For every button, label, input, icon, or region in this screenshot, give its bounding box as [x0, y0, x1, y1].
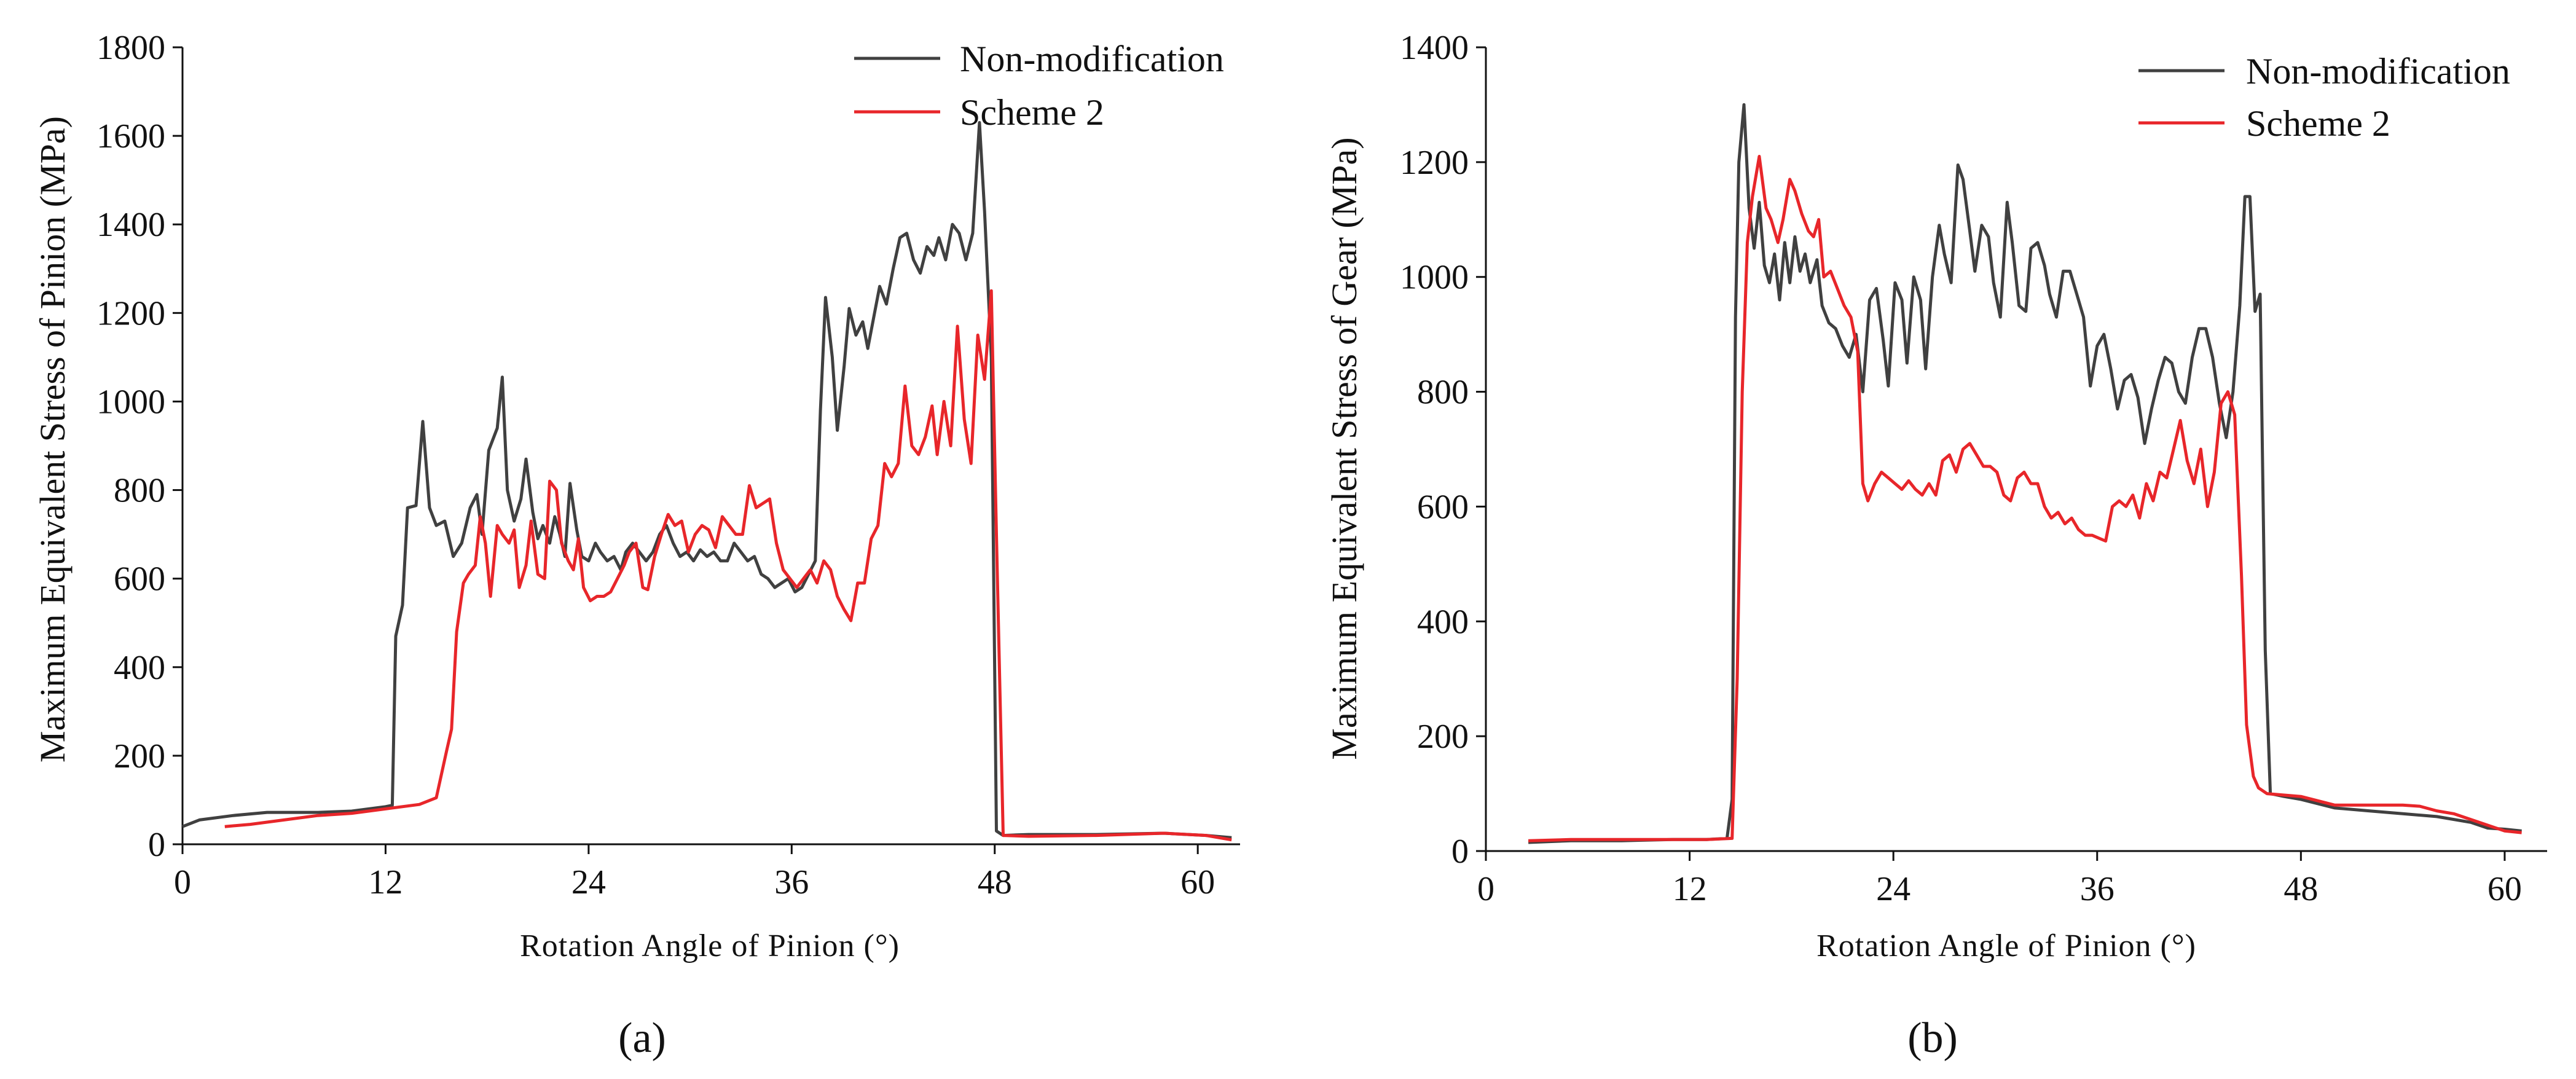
- panel-a-series-layer: [182, 121, 1232, 842]
- panel-b-x-tick-label: 24: [1876, 870, 1910, 908]
- panel-b-y-axis-title: Maximum Equivalent Stress of Gear (MPa): [1324, 137, 1364, 759]
- panel-b-x-tick-label: 36: [2080, 870, 2115, 908]
- panel-a-y-tick-label: 800: [114, 472, 165, 510]
- panel-b-x-tick-label: 0: [1477, 870, 1494, 908]
- panel-b-label: (b): [1907, 1014, 1958, 1062]
- panel-a-legend: Non-modification Scheme 2: [854, 39, 1224, 133]
- panel-b-y-tick-label: 1000: [1400, 259, 1469, 297]
- panel-b-legend-label-scheme-2: Scheme 2: [2246, 103, 2390, 144]
- panel-b-x-tick-label: 60: [2488, 870, 2522, 908]
- panel-a-x-tick-label: 36: [774, 863, 809, 901]
- panel-a-x-tick-label: 60: [1180, 863, 1215, 901]
- panel-b-legend-label-non-modification: Non-modification: [2246, 51, 2510, 92]
- panel-b-series-non-modification-line: [1528, 103, 2522, 844]
- panel-b-y-tick-label: 600: [1417, 488, 1469, 526]
- panel-b-x-axis-title: Rotation Angle of Pinion (°): [1816, 928, 2196, 963]
- panel-b-series-layer: [1528, 103, 2522, 844]
- panel-a-y-tick-label: 600: [114, 560, 165, 598]
- panel-b-y-tick-label: 1200: [1400, 144, 1469, 182]
- panel-a-x-axis-title: Rotation Angle of Pinion (°): [520, 928, 900, 963]
- panel-a-x-tick-label: 48: [978, 863, 1012, 901]
- panel-a-y-tick-label: 1200: [96, 294, 165, 332]
- panel-a-series-scheme-2-line: [224, 289, 1232, 842]
- panel-a-y-tick-label: 1800: [96, 29, 165, 67]
- panel-a-x-tick-label: 12: [368, 863, 402, 901]
- panel-a-y-tick-label: 200: [114, 737, 165, 775]
- panel-a-y-axis-title: Maximum Equivalent Stress of Pinion (MPa…: [33, 116, 73, 763]
- panel-a-axes: [181, 47, 1240, 846]
- panel-a-y-tick-label: 1400: [96, 206, 165, 244]
- panel-a-legend-label-scheme-2: Scheme 2: [960, 92, 1104, 133]
- panel-a-y-tick-label: 1600: [96, 117, 165, 155]
- panel-a-series-non-modification-line: [182, 121, 1232, 839]
- panel-a-label: (a): [618, 1014, 666, 1062]
- panel-b-x-tick-label: 48: [2283, 870, 2318, 908]
- panel-b-legend: Non-modification Scheme 2: [2138, 51, 2510, 144]
- panel-a-chart: 0 12 24 36 48 6002004006008001000120014001600…: [33, 29, 1240, 1062]
- panel-b-y-tick-label: 800: [1417, 374, 1469, 412]
- panel-a-y-tick-label: 1000: [96, 383, 165, 421]
- panel-a-x-tick-label: 24: [571, 863, 606, 901]
- panel-b-axes: [1485, 47, 2547, 852]
- panel-b-series-scheme-2-line: [1528, 155, 2522, 842]
- panel-a-legend-label-non-modification: Non-modification: [960, 39, 1224, 79]
- panel-a-y-tick-label: 0: [148, 826, 165, 864]
- panel-a-y-tick-label: 400: [114, 649, 165, 687]
- panel-a-ticks-layer: 0 12 24 36 48 6002004006008001000120014001600…: [96, 29, 1215, 901]
- panel-b-y-tick-label: 400: [1417, 603, 1469, 641]
- panel-a-x-tick-label: 0: [174, 863, 191, 901]
- panel-b-y-tick-label: 1400: [1400, 29, 1469, 67]
- panel-b-y-tick-label: 200: [1417, 718, 1469, 756]
- panel-b-x-tick-label: 12: [1673, 870, 1707, 908]
- panel-b-y-tick-label: 0: [1451, 833, 1469, 871]
